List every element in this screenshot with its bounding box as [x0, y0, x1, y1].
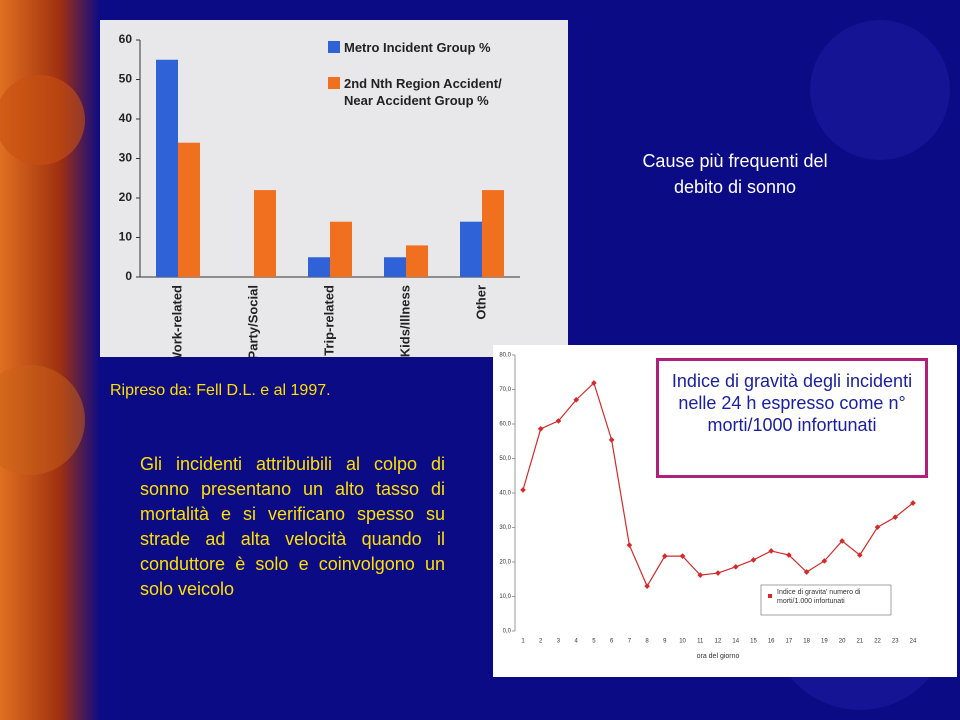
paragraph: Gli incidenti attribuibili al colpo di s… — [140, 454, 445, 599]
y-tick-label: 20,0 — [499, 560, 511, 566]
info-box: Indice di gravità degli incidenti nelle … — [656, 358, 928, 478]
x-tick-label: 18 — [803, 639, 810, 645]
y-tick-label: 60,0 — [499, 422, 511, 428]
point — [768, 548, 775, 554]
x-axis-title: ora del giorno — [697, 653, 740, 660]
point — [856, 552, 863, 558]
point — [803, 569, 810, 575]
x-tick-label: 19 — [821, 639, 828, 645]
point — [520, 487, 526, 493]
x-tick-label: 17 — [786, 639, 793, 645]
x-tick-label: 12 — [715, 639, 722, 645]
legend-label: Metro Incident Group % — [344, 40, 491, 55]
point — [537, 426, 544, 432]
point — [786, 552, 792, 558]
source: Ripreso da: Fell D.L. e al 1997. — [110, 382, 331, 399]
point — [910, 500, 916, 506]
y-tick-label: 30,0 — [499, 525, 511, 531]
y-tick-label: 80,0 — [499, 353, 511, 359]
y-tick-label: 10,0 — [499, 594, 511, 600]
point — [821, 558, 828, 564]
bar — [308, 257, 330, 277]
y-tick-label: 20 — [119, 190, 133, 204]
x-tick-label: Kids/Illness — [397, 285, 412, 357]
x-tick-label: 11 — [697, 639, 704, 645]
bar — [178, 142, 200, 277]
x-tick-label: 7 — [628, 639, 632, 645]
bar — [406, 245, 428, 277]
y-tick-label: 70,0 — [499, 387, 511, 393]
x-tick-label: 9 — [663, 639, 667, 645]
x-tick-label: 1 — [521, 639, 525, 645]
legend-box — [760, 584, 892, 616]
x-tick-label: Party/Social — [245, 285, 260, 357]
y-tick-label: 50 — [119, 72, 133, 86]
point — [644, 583, 650, 589]
point — [892, 514, 899, 520]
bar-chart: 0 10 20 30 40 50 60 Work-related Party/Social Tri… — [100, 20, 568, 357]
point — [715, 570, 721, 576]
x-tick-label: 2 — [539, 639, 543, 645]
bar — [156, 59, 178, 277]
bar — [254, 190, 276, 277]
x-tick-label: 5 — [592, 639, 596, 645]
x-tick-label: 20 — [839, 639, 846, 645]
x-tick-label: 10 — [679, 639, 686, 645]
x-tick-label: 4 — [575, 639, 579, 645]
y-tick-label: 50,0 — [499, 456, 511, 462]
legend-label: Indice di gravita' numero di morti/1.000… — [777, 589, 861, 605]
slide-title: Cause più frequenti del debito di sonno — [642, 151, 828, 197]
x-tick-label: Other — [473, 285, 488, 320]
point — [874, 524, 881, 530]
x-tick-label: 15 — [750, 639, 757, 645]
x-tick-label: 14 — [732, 639, 739, 645]
legend-label: 2nd Nth Region Accident/ Near Accident G… — [344, 76, 502, 108]
x-tick-label: Work-related — [169, 285, 184, 357]
x-tick-label: 22 — [874, 639, 881, 645]
point — [661, 553, 668, 559]
x-tick-label: 6 — [610, 639, 614, 645]
x-tick-label: 8 — [645, 639, 649, 645]
y-tick-label: 0 — [125, 269, 132, 283]
y-tick-label: 60 — [119, 32, 133, 46]
y-tick-label: 40,0 — [499, 491, 511, 497]
y-tick-label: 30 — [119, 151, 133, 165]
x-tick-label: 3 — [557, 639, 561, 645]
y-tick-label: 0,0 — [503, 629, 512, 635]
x-tick-label: Trip-related — [321, 285, 336, 356]
bar — [330, 221, 352, 277]
legend-swatch — [768, 594, 772, 598]
bar — [482, 190, 504, 277]
x-tick-label: 23 — [892, 639, 899, 645]
y-tick-label: 40 — [119, 111, 133, 125]
legend-swatch — [328, 41, 340, 53]
x-tick-label: 21 — [856, 639, 863, 645]
x-tick-label: 24 — [910, 639, 917, 645]
y-tick-label: 10 — [119, 230, 133, 244]
point — [750, 557, 757, 563]
legend-swatch — [328, 77, 340, 89]
x-tick-label: 16 — [768, 639, 775, 645]
bar — [384, 257, 406, 277]
bar — [460, 221, 482, 277]
